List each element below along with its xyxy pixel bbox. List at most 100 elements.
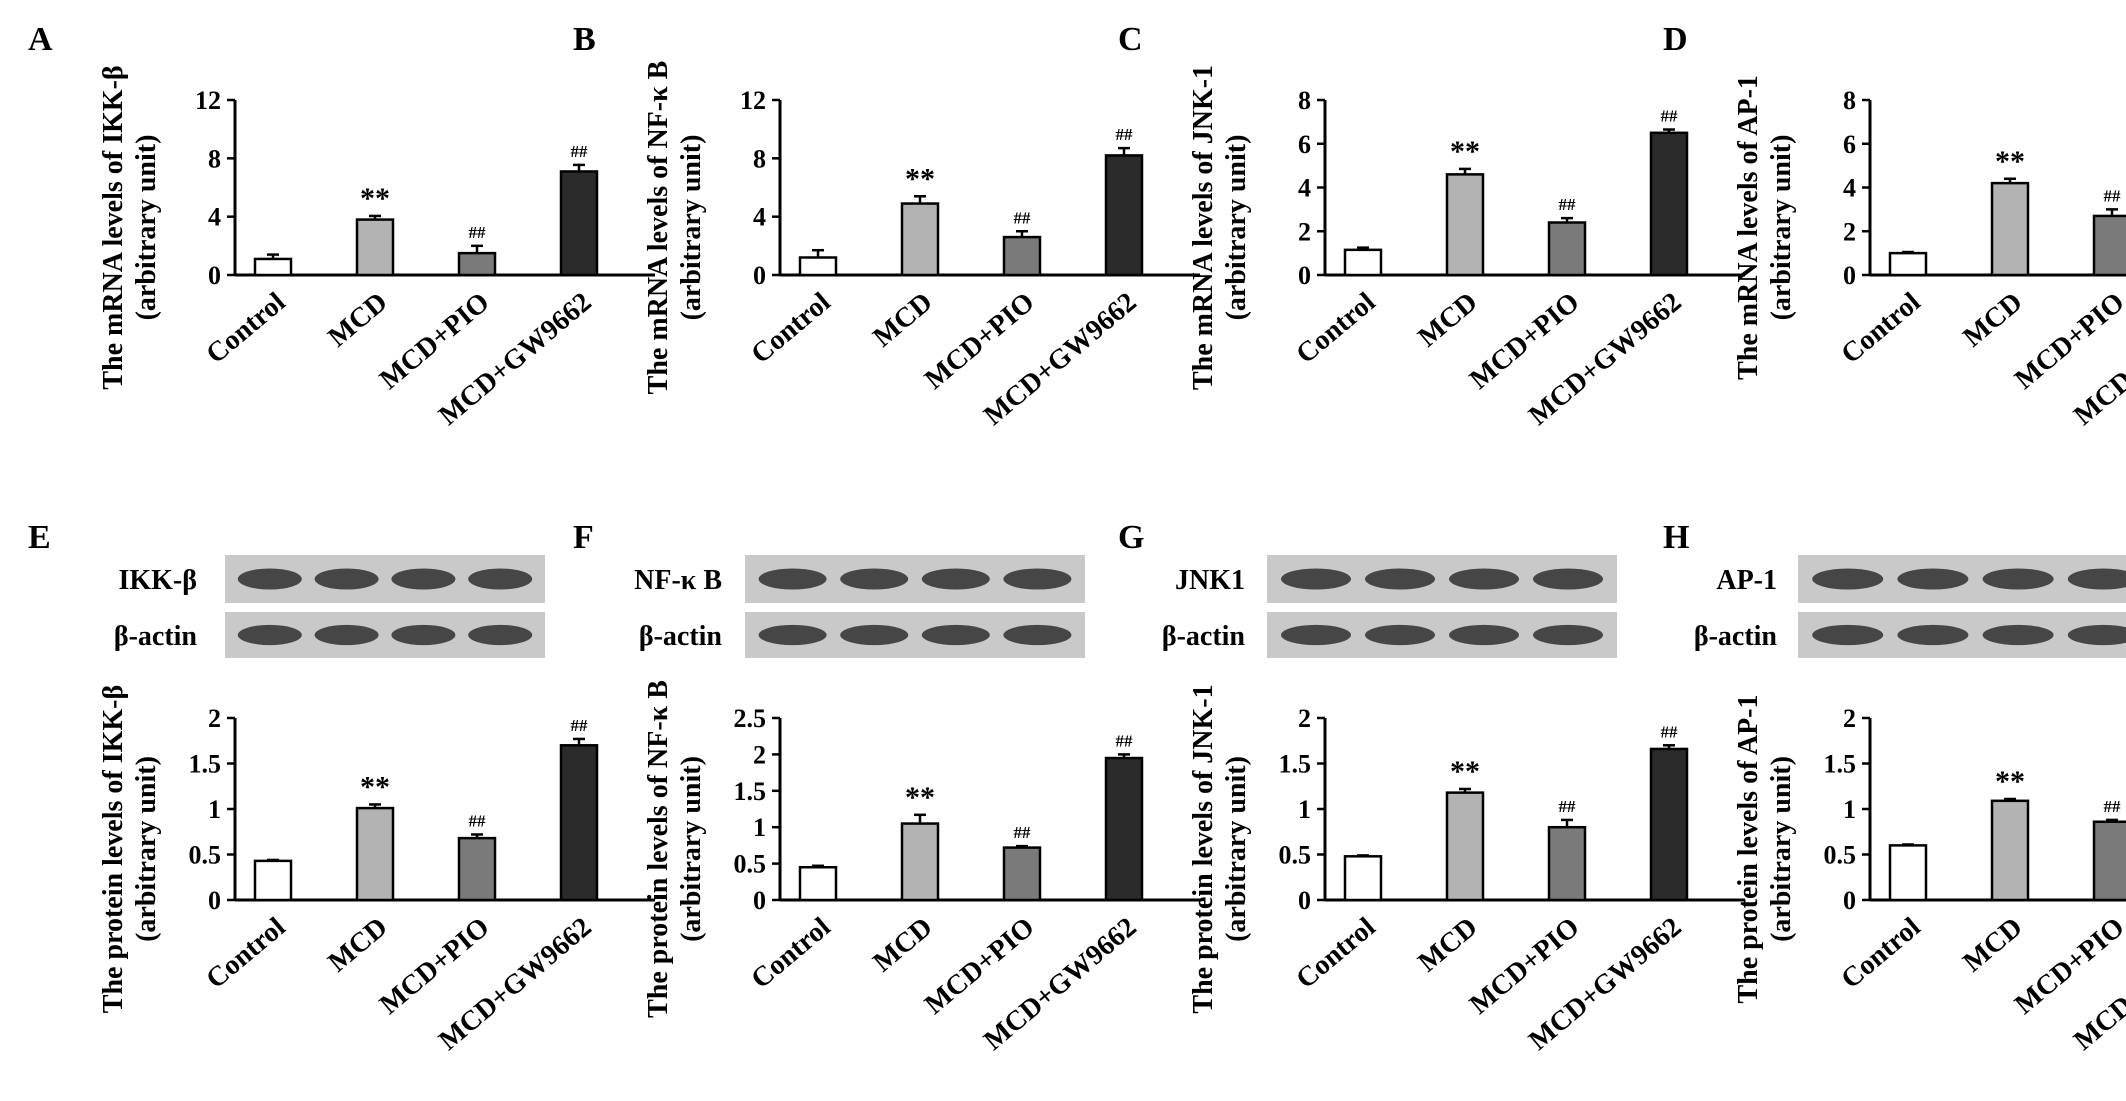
target-blot-band xyxy=(1365,568,1435,590)
bar-control xyxy=(253,859,293,902)
y-axis-label-line1: The protein levels of NF-κ B xyxy=(643,680,674,1018)
target-blot-band xyxy=(1982,568,2054,590)
panel-letter: D xyxy=(1663,21,1688,58)
y-tick-label: 0 xyxy=(753,261,766,290)
y-tick-label: 4 xyxy=(1843,174,1856,203)
category-label: Control xyxy=(1290,286,1381,370)
category-label: MCD xyxy=(1957,912,2028,979)
panel-letter: A xyxy=(28,21,53,58)
bar-mcd-pio xyxy=(1547,825,1587,902)
actin-blot-band xyxy=(758,624,827,646)
significance-mark: ** xyxy=(905,162,935,195)
significance-mark: ## xyxy=(469,223,487,242)
panel-a: A 0 4 8 12 The mRNA levels of IKK-β (arbitrary… xyxy=(28,21,655,432)
y-tick-label: 8 xyxy=(1298,86,1311,115)
y-tick-label: 0.5 xyxy=(189,841,222,870)
y-tick-label: 1 xyxy=(1843,795,1856,824)
actin-blot-band xyxy=(1365,624,1435,646)
actin-blot-band xyxy=(237,624,302,646)
y-axis-label-line1: The mRNA levels of IKK-β xyxy=(98,65,129,389)
actin-blot-label: β-actin xyxy=(1694,621,1778,652)
target-blot-label: AP-1 xyxy=(1716,565,1777,596)
bar-mcd-gw9662 xyxy=(559,744,599,902)
y-tick-label: 2 xyxy=(753,740,766,769)
y-tick-label: 4 xyxy=(1298,174,1311,203)
target-blot-band xyxy=(391,568,456,590)
actin-blot-band xyxy=(391,624,456,646)
y-tick-label: 2 xyxy=(1298,217,1311,246)
y-axis-label-line2: (arbitrary unit) xyxy=(1766,135,1797,321)
y-axis-label-line1: The protein levels of AP-1 xyxy=(1733,694,1764,1003)
y-axis-label-line2: (arbitrary unit) xyxy=(676,756,707,942)
y-axis-label-line2: (arbitrary unit) xyxy=(131,135,162,321)
target-blot-band xyxy=(1812,568,1884,590)
panel-letter: F xyxy=(573,519,594,556)
significance-mark: ## xyxy=(2104,186,2122,205)
category-label: MCD xyxy=(867,287,938,354)
y-tick-label: 0.5 xyxy=(1279,841,1312,870)
target-blot-label: NF-κ B xyxy=(634,565,722,596)
actin-blot-band xyxy=(1897,624,1969,646)
bar-mcd-pio xyxy=(1547,221,1587,277)
bar-mcd-gw9662 xyxy=(1649,747,1689,902)
actin-blot-band xyxy=(314,624,379,646)
bar-mcd-pio xyxy=(1002,846,1042,902)
actin-blot-band xyxy=(921,624,990,646)
bar-mcd-gw9662 xyxy=(1104,756,1144,902)
y-tick-label: 8 xyxy=(1843,86,1856,115)
bar-mcd xyxy=(355,806,395,902)
bar-mcd xyxy=(900,202,940,277)
target-blot-label: IKK-β xyxy=(118,565,197,596)
category-label: MCD xyxy=(867,912,938,979)
y-tick-label: 0 xyxy=(208,886,221,915)
bar-mcd-pio xyxy=(457,251,497,277)
panel-h: H AP-1 β-actin 0 0.5 1 1.5 2 The protein levels … xyxy=(1663,519,2126,1057)
y-axis-label-line2: (arbitrary unit) xyxy=(1221,135,1252,321)
significance-mark: ** xyxy=(1995,765,2025,798)
significance-mark: ## xyxy=(1116,125,1134,144)
actin-blot-band xyxy=(840,624,909,646)
bar-control xyxy=(798,865,838,902)
panel-e: E IKK-β β-actin 0 0.5 1 1.5 2 The protein levels… xyxy=(28,519,655,1057)
y-tick-label: 4 xyxy=(753,203,766,232)
bar-control xyxy=(253,257,293,277)
category-label: MCD xyxy=(1957,287,2028,354)
y-tick-label: 0 xyxy=(1843,886,1856,915)
y-tick-label: 0 xyxy=(1298,886,1311,915)
bar-mcd-pio xyxy=(457,836,497,902)
panel-letter: G xyxy=(1118,519,1144,556)
actin-blot-band xyxy=(1812,624,1884,646)
actin-blot-label: β-actin xyxy=(1162,621,1246,652)
target-blot-band xyxy=(840,568,909,590)
target-blot-band xyxy=(468,568,533,590)
actin-blot-band xyxy=(468,624,533,646)
category-label: Control xyxy=(1290,911,1381,995)
bar-mcd xyxy=(1990,181,2030,277)
y-axis-label-line1: The mRNA levels of JNK-1 xyxy=(1188,65,1219,390)
significance-mark: ** xyxy=(905,781,935,814)
y-tick-label: 12 xyxy=(740,86,766,115)
actin-blot-label: β-actin xyxy=(639,621,723,652)
y-tick-label: 1.5 xyxy=(1279,750,1312,779)
y-tick-label: 12 xyxy=(195,86,221,115)
y-tick-label: 0 xyxy=(1843,261,1856,290)
category-label: Control xyxy=(1835,911,1926,995)
target-blot-band xyxy=(921,568,990,590)
y-axis-label-line2: (arbitrary unit) xyxy=(1221,756,1252,942)
y-tick-label: 0 xyxy=(208,261,221,290)
y-tick-label: 2 xyxy=(1298,704,1311,733)
bar-control xyxy=(1343,248,1383,277)
y-tick-label: 2 xyxy=(1843,704,1856,733)
bar-mcd-pio xyxy=(2092,214,2126,277)
y-axis-label-line2: (arbitrary unit) xyxy=(1766,756,1797,942)
significance-mark: ## xyxy=(1661,722,1679,741)
actin-blot-band xyxy=(1281,624,1351,646)
category-label: MCD xyxy=(322,912,393,979)
bar-mcd-gw9662 xyxy=(1104,154,1144,277)
bar-control xyxy=(1888,251,1928,277)
panel-letter: E xyxy=(28,519,51,556)
panel-d: D 0 2 4 6 8 The mRNA levels of AP-1 (arbitrary … xyxy=(1663,21,2126,432)
y-tick-label: 1.5 xyxy=(1824,750,1857,779)
significance-mark: ## xyxy=(1559,195,1577,214)
target-blot-band xyxy=(237,568,302,590)
